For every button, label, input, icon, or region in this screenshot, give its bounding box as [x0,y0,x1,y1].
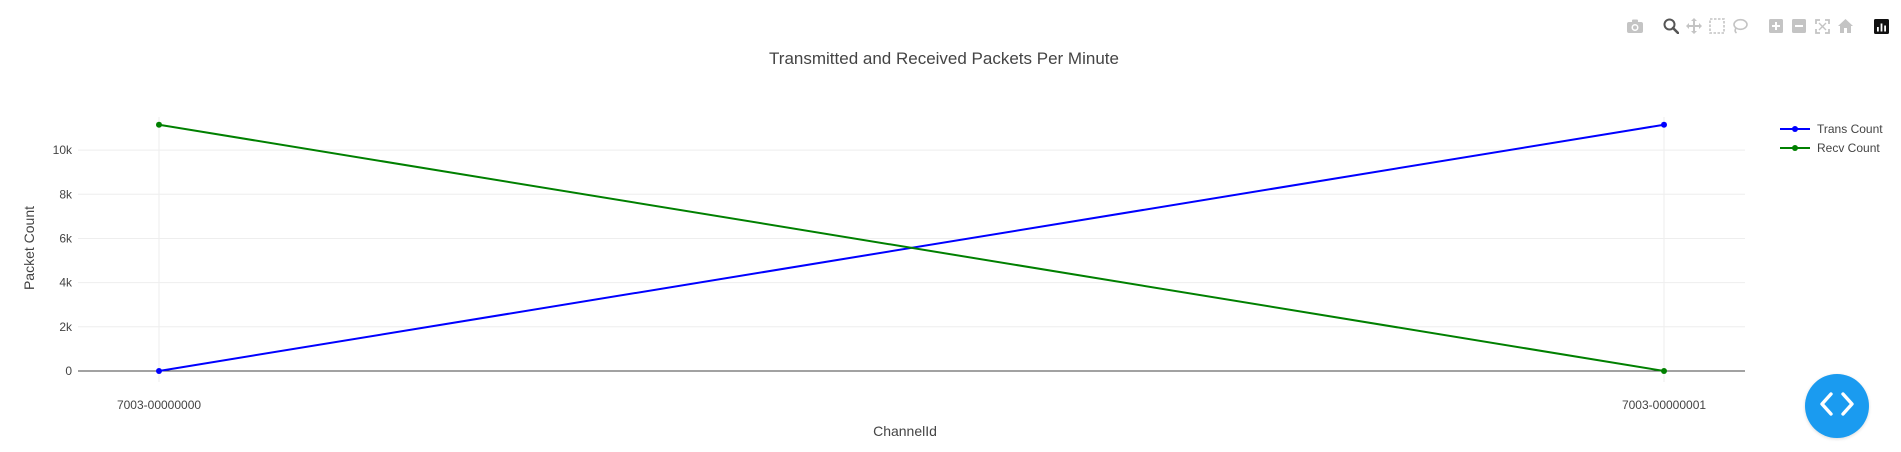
legend-marker [1792,145,1798,151]
lasso-select-icon[interactable] [1730,16,1750,36]
autoscale-icon[interactable] [1812,16,1832,36]
legend[interactable]: Trans Count Recv Count [1780,122,1883,155]
plotly-logo-icon[interactable] [1871,16,1891,36]
zoom-out-icon[interactable] [1789,16,1809,36]
y-tick-label: 2k [59,320,73,334]
grid [78,117,1745,382]
axes: 0 2k 4k 6k 8k 10k 7003-00000000 7003-00000001 [53,143,1745,412]
legend-label: Trans Count [1817,122,1883,136]
code-view-button[interactable] [1805,374,1869,438]
zoom-icon[interactable] [1661,16,1681,36]
modebar [1611,16,1891,36]
legend-marker [1792,126,1798,132]
chart-title: Transmitted and Received Packets Per Min… [769,49,1119,68]
data-point [156,121,162,128]
y-tick-label: 0 [65,364,72,378]
legend-item[interactable]: Trans Count [1780,122,1883,136]
modebar-group-export [1625,16,1645,36]
y-tick-label: 8k [59,187,73,201]
modebar-group-zoom [1766,16,1855,36]
zoom-in-icon[interactable] [1766,16,1786,36]
camera-icon[interactable] [1625,16,1645,36]
x-axis-title: ChannelId [873,423,937,439]
legend-item[interactable]: Recv Count [1780,141,1880,155]
box-select-icon[interactable] [1707,16,1727,36]
data-point [156,367,162,374]
data-point [1661,121,1667,128]
y-tick-label: 4k [59,276,73,290]
series-line [158,123,1665,372]
x-tick-label: 7003-00000000 [117,398,201,412]
modebar-group-drag [1661,16,1750,36]
legend-label: Recv Count [1817,141,1880,155]
y-axis-title: Packet Count [21,206,37,290]
x-tick-label: 7003-00000001 [1622,398,1706,412]
data-point [1661,367,1667,374]
y-tick-label: 6k [59,231,73,245]
pan-icon[interactable] [1684,16,1704,36]
series [156,121,1667,374]
modebar-group-logo [1871,16,1891,36]
reset-axes-icon[interactable] [1835,16,1855,36]
code-icon [1820,391,1854,421]
y-tick-label: 10k [53,143,73,157]
